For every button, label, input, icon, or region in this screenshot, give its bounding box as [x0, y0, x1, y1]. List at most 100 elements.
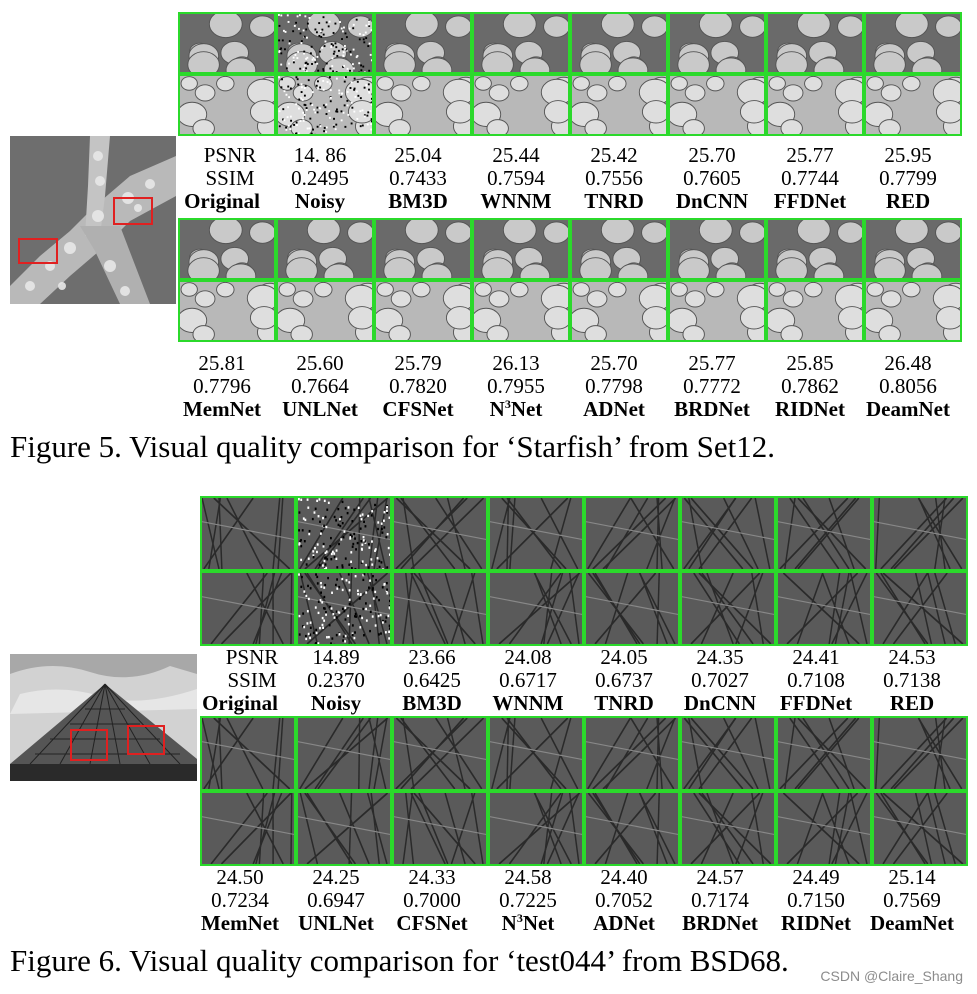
crop-tile [584, 571, 680, 646]
crop-tile [472, 218, 570, 280]
ssim-value: 0.7225 [499, 888, 557, 912]
crop-tile [178, 12, 276, 74]
crop-tile [178, 74, 276, 136]
crop-tile [296, 791, 392, 866]
ssim-value: 0.7862 [781, 374, 839, 398]
method-name: FFDNet [773, 189, 847, 213]
psnr-value: 14.89 [312, 645, 360, 669]
psnr-value: 23.66 [408, 645, 456, 669]
starfish-overview-image [10, 136, 176, 304]
ssim-value: 0.7820 [389, 374, 447, 398]
psnr-value: 25.70 [590, 351, 638, 375]
method-name: UNLNet [282, 397, 358, 421]
crop-tile [584, 496, 680, 571]
method-name: FFDNet [779, 691, 853, 715]
method-name: Original [202, 691, 278, 715]
crop-tile [488, 791, 584, 866]
ssim-value: 0.6717 [499, 668, 557, 692]
method-name: MemNet [182, 397, 262, 421]
crop-tile [374, 218, 472, 280]
method-name: RED [889, 691, 935, 715]
method-name: Noisy [294, 189, 346, 213]
ssim-value: 0.2370 [307, 668, 365, 692]
crop-tile [864, 218, 962, 280]
crop-tile [374, 12, 472, 74]
crop-tile [570, 74, 668, 136]
crop-tile [680, 791, 776, 866]
method-name: DnCNN [683, 691, 757, 715]
crop-tile [276, 218, 374, 280]
crop-tile [374, 280, 472, 342]
ssim-value: 0.7955 [487, 374, 545, 398]
psnr-value: 24.25 [312, 865, 360, 889]
method-name: UNLNet [298, 911, 374, 935]
crop-tile [872, 571, 968, 646]
method-name: DeamNet [870, 911, 954, 935]
crop-tile [766, 218, 864, 280]
crop-tile [178, 218, 276, 280]
crop-tile [864, 74, 962, 136]
ssim-row-label: SSIM [227, 668, 277, 692]
crop-tile [392, 571, 488, 646]
crop-tile [776, 716, 872, 791]
crop-tile [392, 496, 488, 571]
pyramid-bottom-crops-grid [200, 716, 968, 866]
ssim-value: 0.7605 [683, 166, 741, 190]
ssim-value: 0.7052 [595, 888, 653, 912]
crop-tile [488, 496, 584, 571]
crop-tile [276, 12, 374, 74]
method-name: TNRD [584, 189, 644, 213]
method-name-superscript: 3 [504, 397, 511, 411]
crop-tile [178, 280, 276, 342]
ssim-value: 0.7234 [211, 888, 269, 912]
crop-tile [200, 496, 296, 571]
pyramid-overview-image [10, 654, 197, 781]
crop-tile [488, 571, 584, 646]
method-name: TNRD [594, 691, 654, 715]
crop-tile [200, 791, 296, 866]
ssim-value: 0.7569 [883, 888, 941, 912]
crop-tile [766, 12, 864, 74]
crop-tile [766, 74, 864, 136]
psnr-value: 25.70 [688, 143, 736, 167]
crop-tile [472, 280, 570, 342]
crop-tile [680, 716, 776, 791]
psnr-value: 24.57 [696, 865, 744, 889]
method-name: BRDNet [674, 397, 750, 421]
ssim-value: 0.7174 [691, 888, 749, 912]
psnr-value: 26.48 [884, 351, 932, 375]
crop-tile [668, 74, 766, 136]
psnr-value: 25.44 [492, 143, 540, 167]
method-name: WNNM [480, 189, 552, 213]
crop-tile [776, 791, 872, 866]
method-name: DeamNet [866, 397, 950, 421]
ssim-value: 0.7556 [585, 166, 643, 190]
ssim-value: 0.7433 [389, 166, 447, 190]
psnr-row-label: PSNR [203, 143, 257, 167]
psnr-value: 24.05 [600, 645, 648, 669]
method-name: WNNM [492, 691, 564, 715]
psnr-value: 24.53 [888, 645, 936, 669]
method-name: RIDNet [781, 911, 851, 935]
ssim-value: 0.7664 [291, 374, 349, 398]
method-name-suffix: Net [510, 397, 543, 421]
psnr-value: 25.77 [688, 351, 736, 375]
psnr-value: 25.77 [786, 143, 834, 167]
psnr-value: 24.08 [504, 645, 552, 669]
ssim-value: 0.7772 [683, 374, 741, 398]
method-name: MemNet [200, 911, 280, 935]
ssim-value: 0.7108 [787, 668, 845, 692]
ssim-value: 0.6737 [595, 668, 653, 692]
method-name: Noisy [310, 691, 362, 715]
crop-tile [488, 716, 584, 791]
crop-tile [680, 496, 776, 571]
psnr-value: 25.79 [394, 351, 442, 375]
method-name: ADNet [593, 911, 655, 935]
ssim-value: 0.6947 [307, 888, 365, 912]
ssim-value: 0.7798 [585, 374, 643, 398]
psnr-value: 25.14 [888, 865, 936, 889]
crop-tile [668, 12, 766, 74]
crop-tile [200, 571, 296, 646]
crop-tile [392, 791, 488, 866]
method-name-base: N [489, 397, 505, 421]
